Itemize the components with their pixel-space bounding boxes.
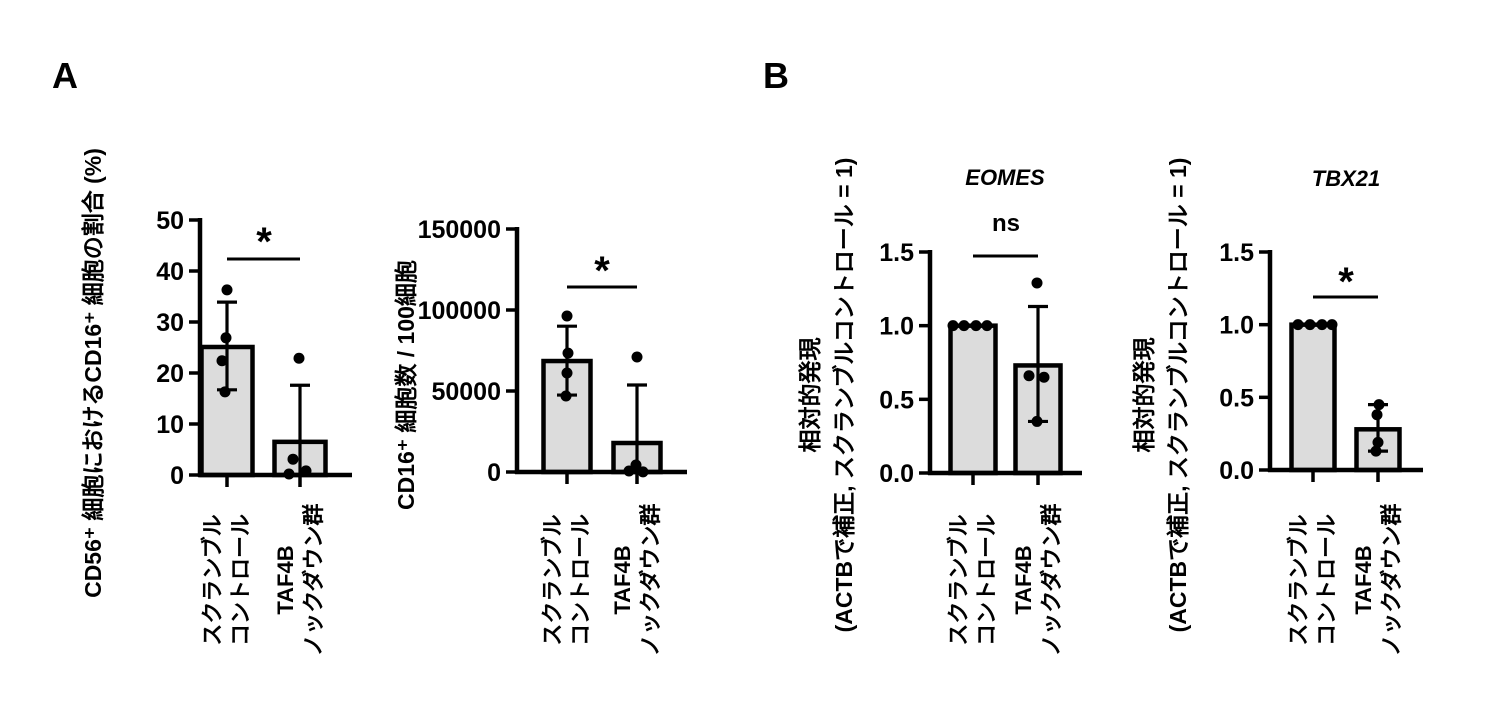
- category-line: スクランブル: [1286, 514, 1311, 646]
- data-point: [958, 320, 970, 332]
- data-point: [1373, 399, 1385, 411]
- y-tick-label: 0.5: [1219, 384, 1254, 412]
- y-tick-label: 1.0: [879, 313, 914, 341]
- y-axis-label-text: CD56⁺ 細胞におけるCD16⁺ 細胞の割合 (%): [80, 148, 106, 598]
- x-label-chart4-taf4b-knockdown: TAF4B ノックダウン群: [1350, 480, 1406, 680]
- x-label-chart1-scramble-control: スクランブル コントロール: [199, 480, 255, 680]
- bar-tbx21-0: [1289, 322, 1337, 473]
- y-tick-label: 10: [156, 411, 184, 439]
- data-point: [1292, 319, 1304, 331]
- data-point: [1304, 319, 1316, 331]
- y-tick-label: 50000: [431, 378, 501, 406]
- data-point: [1023, 370, 1035, 382]
- data-point: [637, 466, 649, 478]
- data-point: [283, 468, 295, 480]
- bar-eomes-0: [948, 323, 998, 476]
- data-point: [293, 352, 305, 364]
- panel-label-b: B: [763, 55, 789, 96]
- category-line: ノックダウン群: [638, 503, 663, 657]
- category-line: TAF4B: [1011, 545, 1036, 615]
- data-point: [1031, 415, 1043, 427]
- y-tick-label: 40: [156, 258, 184, 286]
- chart-cd16-count: 0 50000 100000 150000: [418, 216, 687, 487]
- y-tick-label: 0: [170, 462, 184, 490]
- category-line: コントロール: [228, 514, 253, 647]
- category-line: スクランブル: [946, 514, 971, 646]
- y-tick-label: 50: [156, 207, 184, 235]
- y-tick-label: 20: [156, 360, 184, 388]
- y-tick-label: 150000: [418, 216, 501, 244]
- data-point: [1031, 277, 1043, 289]
- significance-label-chart2: *: [594, 249, 610, 293]
- category-line: TAF4B: [273, 545, 298, 615]
- y-tick-label: 1.5: [879, 239, 914, 267]
- data-point: [221, 284, 233, 296]
- y-axis-label-cd16-percentage: CD56⁺ 細胞におけるCD16⁺ 細胞の割合 (%): [78, 113, 108, 633]
- data-point: [631, 351, 643, 363]
- chart-title-tbx21: TBX21: [1311, 166, 1381, 191]
- data-point: [1371, 409, 1383, 421]
- category-line: コントロール: [1314, 514, 1339, 647]
- y-tick-label: 30: [156, 309, 184, 337]
- y-axis-label-line1: 相対的発現: [797, 337, 823, 453]
- x-label-chart3-scramble-control: スクランブル コントロール: [945, 480, 1001, 680]
- data-point: [1316, 319, 1328, 331]
- chart-cd16-percentage: 0 10 20 30 40 50: [156, 207, 352, 490]
- y-axis-label-tbx21: 相対的発現 (ACTBで補正, スクランブルコントロール = 1): [1127, 115, 1195, 675]
- significance-label-chart1: *: [256, 220, 272, 264]
- y-axis-label-line2: (ACTBで補正, スクランブルコントロール = 1): [1165, 157, 1191, 633]
- y-tick-label: 0.0: [879, 460, 914, 488]
- y-tick-label: 1.0: [1219, 312, 1254, 340]
- data-point: [561, 310, 573, 322]
- category-line: スクランブル: [200, 514, 225, 646]
- category-line: コントロール: [568, 514, 593, 647]
- category-line: TAF4B: [1351, 545, 1376, 615]
- y-axis-label-cd16-count: CD16⁺ 細胞数 / 100細胞: [391, 235, 421, 535]
- data-point: [970, 320, 982, 332]
- data-point: [623, 465, 635, 477]
- data-point: [947, 320, 959, 332]
- chart-eomes: 0.0 0.5 1.0 1.5: [879, 239, 1082, 488]
- x-label-chart2-taf4b-knockdown: TAF4B ノックダウン群: [609, 480, 665, 680]
- y-axis-label-text: CD16⁺ 細胞数 / 100細胞: [393, 260, 419, 510]
- y-tick-label: 1.5: [1219, 239, 1254, 267]
- x-label-chart4-scramble-control: スクランブル コントロール: [1285, 480, 1341, 680]
- y-axis-label-eomes: 相対的発現 (ACTBで補正, スクランブルコントロール = 1): [793, 115, 861, 675]
- data-point: [562, 347, 574, 359]
- category-line: コントロール: [974, 514, 999, 647]
- y-tick-label: 0.0: [1219, 457, 1254, 485]
- category-line: スクランブル: [540, 514, 565, 646]
- y-axis-label-line2: (ACTBで補正, スクランブルコントロール = 1): [831, 157, 857, 633]
- y-tick-label: 100000: [418, 297, 501, 325]
- x-label-chart3-taf4b-knockdown: TAF4B ノックダウン群: [1010, 480, 1066, 680]
- x-label-chart2-scramble-control: スクランブル コントロール: [539, 480, 595, 680]
- category-line: ノックダウン群: [1039, 503, 1064, 657]
- category-line: TAF4B: [610, 545, 635, 615]
- data-point: [216, 355, 228, 367]
- category-line: ノックダウン群: [1379, 503, 1404, 657]
- data-point: [1370, 445, 1382, 457]
- data-point: [300, 465, 312, 477]
- data-point: [1372, 436, 1384, 448]
- significance-label-chart4: *: [1338, 260, 1354, 304]
- y-axis-label-line1: 相対的発現: [1131, 337, 1157, 453]
- panel-label-a: A: [52, 55, 78, 96]
- chart-tbx21: 0.0 0.5 1.0 1.5: [1219, 239, 1423, 485]
- x-label-chart1-taf4b-knockdown: TAF4B ノックダウン群: [272, 480, 328, 680]
- data-point: [220, 332, 232, 344]
- y-tick-label: 0: [487, 459, 501, 487]
- y-tick-label: 0.5: [879, 386, 914, 414]
- chart-title-eomes: EOMES: [965, 165, 1045, 190]
- data-point: [1038, 371, 1050, 383]
- data-point: [560, 390, 572, 402]
- data-point: [287, 453, 299, 465]
- data-point: [219, 386, 231, 398]
- data-point: [1326, 319, 1338, 331]
- data-point: [981, 320, 993, 332]
- data-point: [561, 367, 573, 379]
- category-line: ノックダウン群: [301, 503, 326, 657]
- significance-label-chart3: ns: [991, 210, 1020, 237]
